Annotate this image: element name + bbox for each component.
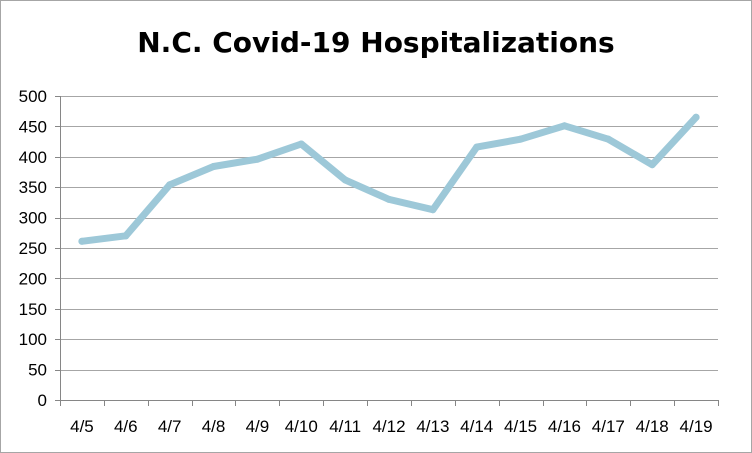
y-tick-label: 350 (19, 178, 47, 197)
data-point (429, 206, 437, 214)
y-tick-label: 300 (19, 209, 47, 228)
y-tick-label: 400 (19, 148, 47, 167)
x-tick-label: 4/9 (246, 417, 270, 436)
y-tick-labels: 0 50 100 150 200 250 300 350 400 450 500 (19, 87, 47, 410)
data-point (122, 232, 130, 240)
x-tick-label: 4/17 (592, 417, 625, 436)
series-layer (78, 113, 700, 245)
y-tick-label: 150 (19, 300, 47, 319)
data-point (692, 113, 700, 121)
data-point (648, 161, 656, 169)
data-point (78, 237, 86, 245)
x-tick-labels: 4/5 4/6 4/7 4/8 4/9 4/10 4/11 4/12 4/13 4/14 4/15 4… (70, 417, 713, 436)
data-point (210, 163, 218, 171)
series-line (78, 113, 700, 245)
data-point (341, 176, 349, 184)
y-tick-label: 500 (19, 87, 47, 106)
x-tick-label: 4/15 (504, 417, 537, 436)
x-tick-label: 4/11 (329, 417, 361, 436)
y-tick-label: 100 (19, 330, 47, 349)
chart-title: N.C. Covid-19 Hospitalizations (137, 26, 615, 59)
x-tick-label: 4/6 (114, 417, 138, 436)
data-point (473, 143, 481, 151)
data-point (517, 135, 525, 143)
x-tick-label: 4/13 (416, 417, 449, 436)
data-point (385, 195, 393, 203)
data-point (253, 155, 261, 163)
x-tick-label: 4/12 (372, 417, 405, 436)
x-tick-label: 4/5 (70, 417, 94, 436)
y-tick-label: 0 (38, 391, 47, 410)
y-tick-label: 50 (28, 361, 47, 380)
y-tick-label: 450 (19, 117, 47, 136)
axes (55, 96, 719, 406)
x-tick-label: 4/7 (158, 417, 182, 436)
data-point (166, 181, 174, 189)
y-tick-label: 250 (19, 239, 47, 258)
x-tick-label: 4/8 (202, 417, 226, 436)
x-tick-label: 4/10 (285, 417, 318, 436)
data-point (604, 135, 612, 143)
x-tick-label: 4/19 (680, 417, 713, 436)
y-tick-label: 200 (19, 269, 47, 288)
gridlines (60, 96, 718, 371)
x-tick-label: 4/16 (548, 417, 581, 436)
data-point (560, 122, 568, 130)
data-point (297, 140, 305, 148)
x-tick-label: 4/14 (460, 417, 493, 436)
x-tick-label: 4/18 (636, 417, 669, 436)
